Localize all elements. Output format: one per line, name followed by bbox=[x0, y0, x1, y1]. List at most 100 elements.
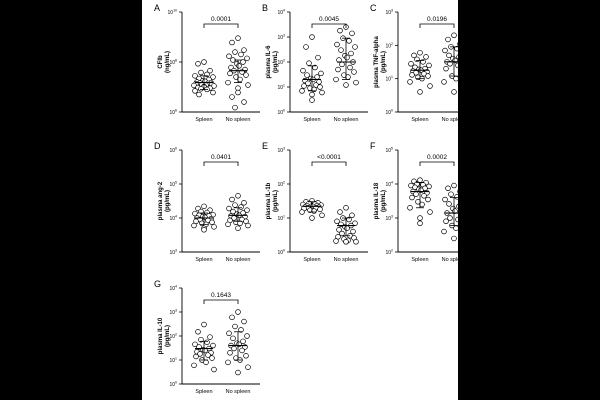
data-point bbox=[244, 55, 250, 62]
y-tick-exponent: 2 bbox=[283, 181, 285, 185]
data-point bbox=[339, 61, 345, 68]
panel-letter: F bbox=[370, 141, 376, 151]
y-tick-base: 10 bbox=[168, 10, 174, 16]
data-point bbox=[198, 86, 204, 92]
data-point bbox=[241, 318, 247, 325]
series-spleen bbox=[299, 198, 325, 221]
data-point bbox=[334, 41, 340, 48]
y-tick-label: 108 bbox=[169, 59, 177, 67]
y-tick-base: 10 bbox=[385, 10, 391, 16]
y-tick-exponent: 3 bbox=[283, 147, 285, 151]
data-point bbox=[455, 216, 458, 223]
y-axis-label-units: (ng/mL) bbox=[165, 51, 171, 73]
x-tick-label-no-spleen: No spleen bbox=[334, 257, 359, 263]
data-point bbox=[333, 76, 339, 83]
significance-bracket bbox=[419, 161, 455, 166]
data-point bbox=[239, 347, 245, 354]
data-point bbox=[306, 60, 312, 66]
data-point bbox=[407, 205, 413, 211]
data-point bbox=[351, 69, 357, 75]
y-tick-exponent: 4 bbox=[175, 285, 177, 289]
y-tick-label: 101 bbox=[277, 84, 285, 92]
data-point bbox=[241, 99, 247, 105]
data-point bbox=[236, 63, 242, 69]
y-tick-label: 102 bbox=[385, 42, 393, 50]
data-point bbox=[195, 329, 201, 335]
y-tick-exponent: 2 bbox=[391, 249, 393, 253]
data-point bbox=[226, 205, 232, 212]
y-tick-exponent: 4 bbox=[175, 215, 177, 219]
x-tick-label-spleen: Spleen bbox=[411, 117, 428, 123]
y-tick-base: 10 bbox=[277, 250, 283, 256]
y-axis-label-units: (pg/mL) bbox=[165, 190, 171, 212]
data-point bbox=[197, 351, 203, 357]
data-point bbox=[344, 54, 350, 61]
series-no-spleen bbox=[333, 205, 359, 245]
data-point bbox=[336, 227, 342, 233]
data-point bbox=[203, 359, 209, 366]
data-point bbox=[201, 59, 207, 65]
data-point bbox=[195, 61, 201, 67]
series-no-spleen bbox=[441, 182, 458, 242]
data-point bbox=[427, 209, 433, 215]
y-tick-exponent: 1 bbox=[283, 215, 285, 219]
y-tick-label: 103 bbox=[277, 147, 285, 155]
data-point bbox=[229, 196, 235, 203]
p-value-label: 0.0196 bbox=[427, 16, 447, 23]
data-point bbox=[240, 338, 246, 345]
data-point bbox=[451, 182, 457, 189]
data-point bbox=[232, 323, 238, 330]
y-tick-exponent: 1 bbox=[283, 84, 285, 88]
data-point bbox=[446, 52, 452, 59]
data-point bbox=[238, 204, 244, 210]
y-tick-label: 103 bbox=[277, 34, 285, 42]
y-tick-exponent: 8 bbox=[175, 59, 177, 63]
data-point bbox=[409, 72, 415, 78]
x-tick-label-no-spleen: No spleen bbox=[334, 117, 359, 123]
data-point bbox=[192, 73, 198, 79]
data-point bbox=[244, 333, 250, 339]
data-point bbox=[426, 62, 432, 69]
data-point bbox=[453, 75, 458, 82]
y-tick-exponent: 10 bbox=[173, 9, 177, 13]
data-point bbox=[301, 83, 307, 89]
data-point bbox=[442, 47, 448, 54]
y-axis-label: plasma ang-2 bbox=[158, 181, 164, 220]
data-point bbox=[305, 80, 311, 87]
y-tick-label: 101 bbox=[277, 215, 285, 223]
data-point bbox=[353, 79, 359, 86]
y-tick-exponent: 0 bbox=[391, 109, 393, 113]
p-value-label: 0.0001 bbox=[211, 16, 231, 23]
data-point bbox=[451, 235, 457, 242]
y-tick-label: 100 bbox=[277, 109, 285, 117]
y-tick-label: 106 bbox=[169, 147, 177, 155]
data-point bbox=[226, 53, 232, 59]
data-point bbox=[227, 350, 233, 356]
figure-panel: A 106 108 1010 CFIb (ng/mL) Spleen No spleen 0.0… bbox=[142, 0, 458, 400]
data-point bbox=[343, 205, 349, 211]
significance-bracket bbox=[203, 23, 239, 28]
data-point bbox=[348, 50, 354, 57]
p-value-label: 0.0002 bbox=[427, 154, 447, 161]
x-tick-label-no-spleen: No spleen bbox=[442, 117, 458, 123]
series-spleen bbox=[191, 321, 217, 373]
data-point bbox=[243, 353, 249, 359]
y-tick-label: 104 bbox=[169, 215, 177, 223]
data-point bbox=[238, 327, 244, 333]
data-point bbox=[445, 36, 451, 43]
data-point bbox=[317, 206, 323, 213]
data-point bbox=[210, 74, 216, 80]
data-point bbox=[196, 91, 202, 98]
series-no-spleen bbox=[225, 193, 251, 231]
data-point bbox=[309, 97, 315, 103]
series-spleen bbox=[407, 49, 433, 95]
y-tick-label: 101 bbox=[385, 75, 393, 83]
panel-letter: E bbox=[262, 141, 268, 151]
data-point bbox=[454, 45, 458, 52]
data-point bbox=[417, 89, 423, 95]
data-point bbox=[441, 228, 447, 235]
data-point bbox=[451, 32, 457, 39]
y-tick-base: 10 bbox=[169, 110, 175, 116]
